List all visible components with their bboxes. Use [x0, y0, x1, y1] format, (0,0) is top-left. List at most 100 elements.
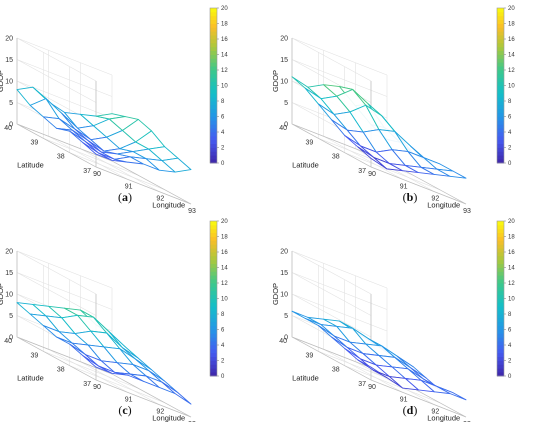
colorbar-segment — [210, 143, 217, 148]
colorbar-segment — [497, 314, 504, 319]
panel-label-letter: c — [122, 403, 128, 417]
colorbar-segment — [210, 15, 217, 21]
colorbar-segment — [210, 372, 217, 377]
colorbar-tick-label: 0 — [221, 161, 225, 167]
z-tick-label: 20 — [5, 249, 13, 256]
colorbar-segment — [210, 321, 217, 327]
colorbar-segment — [210, 341, 217, 346]
colorbar-segment — [497, 329, 504, 334]
colorbar-segment — [497, 77, 504, 83]
colorbar-segment — [210, 31, 217, 36]
y-tick-label: 37 — [358, 168, 366, 175]
x-tick-label: 92 — [156, 196, 164, 203]
colorbar-segment — [497, 101, 504, 106]
x-axis-label: Longitude — [427, 200, 460, 209]
colorbar-tick-label: 14 — [508, 266, 515, 272]
colorbar-segment — [210, 85, 217, 90]
colorbar-tick-label: 16 — [221, 37, 228, 43]
panel-label-paren: ) — [128, 403, 132, 417]
y-tick-label: 39 — [306, 139, 314, 146]
axis-frame — [95, 160, 192, 205]
colorbar-tick-label: 4 — [508, 343, 512, 349]
colorbar-tick-label: 14 — [221, 266, 228, 272]
colorbar-segment — [210, 263, 217, 268]
colorbar-segment — [210, 66, 217, 71]
colorbar-segment — [210, 325, 217, 330]
colorbar-segment — [210, 364, 217, 369]
surface-cell — [161, 381, 192, 405]
y-tick-label: 37 — [83, 381, 91, 388]
colorbar-tick-label: 10 — [508, 297, 515, 303]
colorbar-segment — [210, 224, 217, 230]
colorbar-segment — [497, 97, 504, 102]
z-axis-label: GDOP — [0, 70, 5, 92]
colorbar-segment — [210, 116, 217, 121]
colorbar-segment — [210, 54, 217, 59]
colorbar-segment — [497, 70, 504, 75]
panel-label-letter: a — [122, 190, 128, 204]
colorbar-tick-label: 4 — [508, 130, 512, 136]
colorbar-tick-label: 12 — [508, 281, 515, 287]
panel-label-paren: ) — [413, 403, 417, 417]
colorbar-segment — [497, 232, 504, 237]
colorbar-segment — [210, 108, 217, 114]
colorbar-segment — [210, 23, 217, 28]
colorbar-segment — [210, 306, 217, 311]
colorbar-segment — [210, 221, 217, 226]
colorbar-segment — [497, 85, 504, 90]
x-tick-label: 91 — [400, 396, 408, 403]
z-tick-label: 0 — [284, 335, 288, 342]
panel-label: (a) — [118, 190, 132, 204]
y-tick-label: 37 — [83, 168, 91, 175]
colorbar-segment — [210, 252, 217, 257]
colorbar-segment — [497, 248, 504, 253]
y-tick-label: 38 — [57, 154, 65, 161]
colorbar-tick-label: 4 — [221, 130, 225, 136]
panel-label: (c) — [118, 403, 131, 417]
colorbar-tick-label: 2 — [508, 146, 512, 152]
colorbar-segment — [210, 255, 217, 261]
z-tick-label: 0 — [284, 122, 288, 129]
colorbar-segment — [497, 11, 504, 17]
chart-panel-b: 051015209091929337383940GDOPLongitudeLat… — [271, 6, 515, 215]
colorbar-tick-label: 0 — [221, 374, 225, 380]
x-tick-label: 90 — [368, 384, 376, 391]
chart-panel-c: 051015209091929337383940GDOPLongitudeLat… — [0, 219, 228, 422]
z-tick-label: 15 — [5, 270, 13, 277]
colorbar-segment — [210, 27, 217, 32]
colorbar-tick-label: 18 — [221, 22, 228, 28]
colorbar-tick-label: 18 — [508, 22, 515, 28]
colorbar-segment — [497, 310, 504, 315]
colorbar-segment — [497, 42, 504, 48]
z-tick-label: 5 — [9, 100, 13, 107]
y-tick-label: 40 — [4, 125, 12, 132]
colorbar-segment — [210, 8, 217, 13]
y-tick-label: 38 — [332, 367, 340, 374]
z-tick-label: 20 — [280, 36, 288, 43]
z-tick-label: 15 — [280, 57, 288, 64]
z-tick-label: 20 — [280, 249, 288, 256]
colorbar-segment — [210, 317, 217, 323]
colorbar-tick-label: 2 — [221, 146, 225, 152]
colorbar-segment — [497, 128, 504, 133]
colorbar-segment — [497, 155, 504, 160]
colorbar-segment — [210, 310, 217, 315]
grid-line — [291, 272, 388, 316]
colorbar-segment — [210, 19, 217, 24]
colorbar-segment — [210, 290, 217, 296]
colorbar-segment — [210, 101, 217, 106]
colorbar-segment — [497, 294, 504, 299]
colorbar-segment — [497, 143, 504, 148]
colorbar-tick-label: 2 — [508, 359, 512, 365]
colorbar-tick-label: 20 — [221, 6, 228, 12]
colorbar-segment — [210, 294, 217, 299]
colorbar-segment — [210, 356, 217, 361]
colorbar-segment — [210, 97, 217, 102]
z-tick-label: 15 — [280, 270, 288, 277]
colorbar-segment — [210, 151, 217, 156]
axis-frame — [95, 373, 192, 418]
y-tick-label: 38 — [332, 154, 340, 161]
colorbar-segment — [497, 255, 504, 261]
colorbar-tick-label: 16 — [508, 37, 515, 43]
colorbar-segment — [210, 337, 217, 342]
